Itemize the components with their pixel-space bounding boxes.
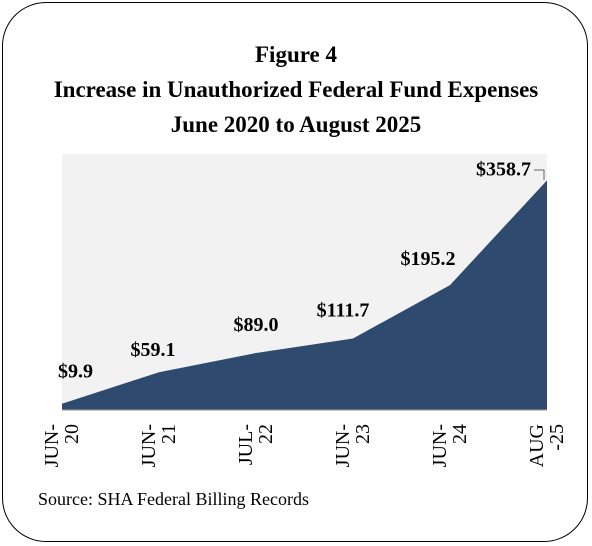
x-tick-label: 22 — [255, 424, 277, 444]
data-label: $89.0 — [234, 314, 279, 336]
x-tick-label: JUN- — [41, 424, 63, 467]
x-tick-label: JUN- — [332, 424, 354, 467]
x-tick-label: JUN- — [429, 424, 451, 467]
x-tick-label: 23 — [352, 424, 374, 444]
data-label: $59.1 — [131, 339, 176, 361]
source-note: Source: SHA Federal Billing Records — [38, 489, 309, 509]
x-tick-label: 24 — [449, 424, 471, 444]
x-tick-label: -25 — [546, 424, 568, 451]
data-label: $195.2 — [401, 248, 456, 270]
x-tick-label: 20 — [61, 424, 83, 444]
chart-title: Figure 4 — [255, 42, 337, 67]
data-label: $111.7 — [317, 300, 370, 322]
x-tick-label: AUG — [526, 424, 548, 467]
x-tick-label: 21 — [158, 424, 180, 444]
chart-subtitle-1: Increase in Unauthorized Federal Fund Ex… — [53, 77, 539, 102]
data-label: $358.7 — [476, 158, 531, 180]
x-tick-label: JUL- — [235, 424, 257, 465]
x-tick-label: JUN- — [138, 424, 160, 467]
data-label: $9.9 — [58, 361, 93, 383]
area-series — [62, 180, 547, 410]
chart-subtitle-2: June 2020 to August 2025 — [170, 112, 422, 137]
label-leader-line — [534, 169, 545, 180]
